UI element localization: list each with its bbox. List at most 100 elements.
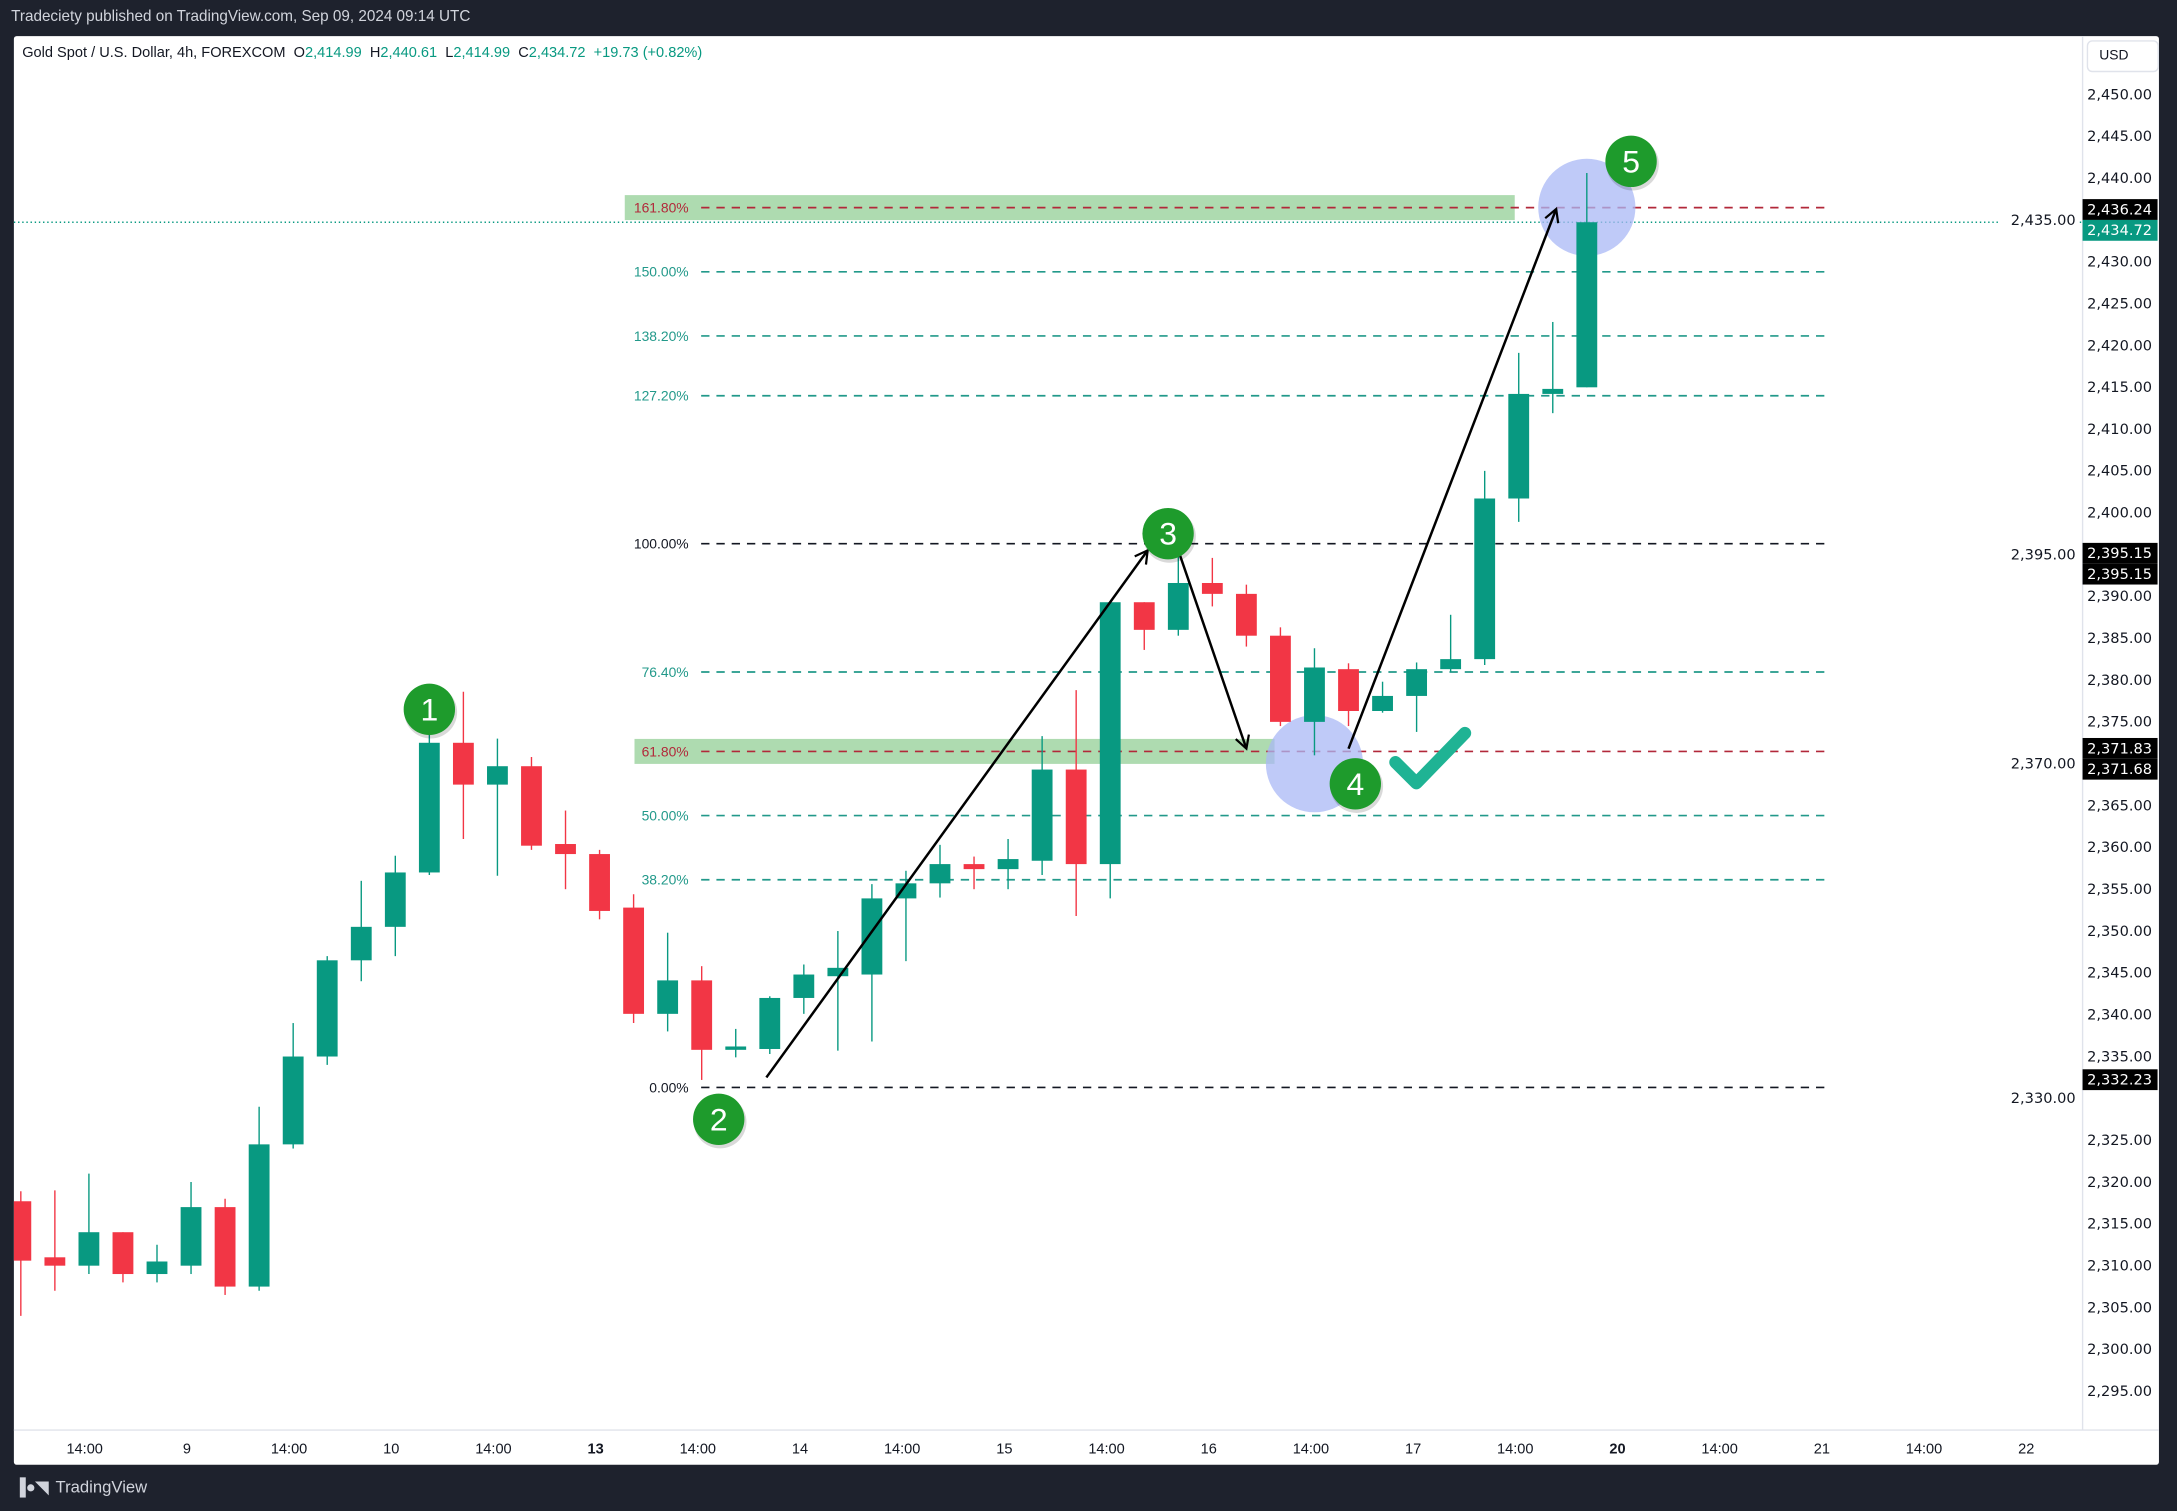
price-tick-label: 2,330.00: [2011, 1090, 2076, 1107]
price-tick-label: 2,430.00: [2087, 254, 2152, 271]
price-tick-label: 2,445.00: [2087, 128, 2152, 145]
candle-body: [963, 864, 985, 870]
fib-level-label: 127.20%: [634, 388, 689, 404]
candle-body: [895, 883, 917, 899]
candle-body: [248, 1144, 270, 1287]
fib-level-label: 0.00%: [649, 1079, 688, 1095]
candle-body: [827, 967, 849, 977]
symbol-legend: Gold Spot / U.S. Dollar, 4h, FOREXCOM O 2…: [22, 44, 702, 61]
candle-body: [589, 854, 610, 911]
price-tick-label: 2,305.00: [2087, 1299, 2152, 1316]
candle-body: [521, 766, 542, 846]
time-tick-label: 15: [996, 1442, 1012, 1458]
candle-body: [555, 844, 576, 855]
price-axis-marker: [2082, 563, 2158, 585]
candle-body: [657, 980, 679, 1014]
candle-body: [1406, 669, 1428, 696]
high-label: H: [369, 44, 381, 62]
time-tick-label: 14:00: [475, 1442, 511, 1458]
time-tick-label: 14:00: [1906, 1442, 1942, 1458]
tradingview-logo-icon: ▐●◥: [13, 1477, 49, 1497]
step-badge: [403, 683, 456, 736]
trend-arrow: [765, 548, 1150, 1079]
candle-body: [316, 960, 338, 1057]
price-tick-label-bg: [1999, 209, 2079, 231]
candle-body: [1304, 667, 1325, 722]
price-axis-marker: [2082, 737, 2158, 759]
price-tick-label: 2,315.00: [2087, 1216, 2152, 1233]
checkmark-icon: [1389, 726, 1472, 790]
price-tick-label: 2,320.00: [2087, 1174, 2152, 1191]
time-tick-label: 14: [792, 1442, 808, 1458]
price-tick-label: 2,365.00: [2087, 797, 2152, 814]
candle-body: [793, 974, 815, 998]
price-tick-label-bg: [1999, 753, 2079, 775]
price-tick-label: 2,300.00: [2087, 1341, 2152, 1358]
footer-brand[interactable]: TradingView: [55, 1477, 148, 1497]
price-tick-label: 2,405.00: [2087, 463, 2152, 480]
price-axis-marker: [2082, 758, 2158, 780]
time-tick-label: 14:00: [66, 1442, 102, 1458]
candle-body: [861, 898, 883, 975]
price-axis-marker: [2082, 1069, 2158, 1091]
low-label: L: [445, 44, 454, 62]
currency-button[interactable]: USD: [2086, 40, 2159, 73]
price-axis-marker-label: 2,371.68: [2087, 761, 2152, 778]
chart-panel: [13, 36, 2159, 1465]
trend-arrow: [1177, 549, 1250, 751]
symbol-title: Gold Spot / U.S. Dollar, 4h, FOREXCOM: [22, 44, 286, 62]
price-axis-marker: [2082, 219, 2158, 241]
price-axis-marker-label: 2,371.83: [2087, 740, 2152, 757]
fib-level-label: 150.00%: [634, 264, 689, 280]
step-badge-label: 2: [710, 1101, 728, 1137]
close-value: 2,434.72: [528, 44, 586, 62]
time-tick-label: 14:00: [1701, 1442, 1737, 1458]
price-tick-label: 2,395.00: [2011, 546, 2076, 563]
time-tick-label: 14:00: [680, 1442, 716, 1458]
step-badge: [1142, 507, 1194, 560]
candle-body: [1099, 602, 1121, 865]
time-tick-label: 14:00: [1293, 1442, 1329, 1458]
price-tick-label: 2,310.00: [2087, 1258, 2152, 1275]
open-label: O: [293, 44, 305, 62]
step-badge-label: 1: [420, 691, 438, 727]
candle-body: [997, 859, 1019, 870]
price-tick-label: 2,370.00: [2011, 756, 2076, 773]
candle-body: [1133, 602, 1155, 630]
fib-level-label: 161.80%: [634, 199, 689, 215]
candle-body: [623, 907, 645, 1014]
fib-level-label: 76.40%: [642, 664, 689, 680]
price-tick-label: 2,335.00: [2087, 1048, 2152, 1065]
high-value: 2,440.61: [380, 44, 438, 62]
fib-level-label: 138.20%: [634, 328, 689, 344]
candle-body: [725, 1046, 747, 1050]
time-tick-label: 21: [1814, 1442, 1830, 1458]
candle-body: [487, 766, 508, 785]
footer: ▐●◥ TradingView: [14, 1477, 147, 1496]
change-value: +19.73 (+0.82%): [593, 44, 703, 62]
candle-body: [929, 864, 951, 884]
time-tick-label: 20: [1609, 1442, 1625, 1458]
price-tick-label: 2,340.00: [2087, 1007, 2152, 1024]
step-badge-label: 4: [1346, 766, 1364, 802]
step-badge-label: 3: [1159, 516, 1177, 552]
price-tick-label: 2,345.00: [2087, 965, 2152, 982]
step-badge: [1605, 135, 1657, 188]
price-tick-label: 2,385.00: [2087, 630, 2152, 647]
price-tick-label: 2,410.00: [2087, 421, 2152, 438]
candle-body: [350, 926, 372, 961]
price-tick-label: 2,420.00: [2087, 337, 2152, 354]
candle-body: [691, 980, 713, 1050]
price-tick-label: 2,350.00: [2087, 923, 2152, 940]
candle-body: [1201, 582, 1223, 594]
price-tick-label-bg: [1999, 544, 2079, 565]
candle-body: [1167, 582, 1189, 630]
step-badge-label: 5: [1622, 143, 1640, 179]
step-badge: [693, 1093, 745, 1145]
time-tick-label: 14:00: [884, 1442, 920, 1458]
fib-level-label: 38.20%: [642, 872, 689, 888]
candle-body: [1440, 659, 1462, 670]
price-tick-label: 2,440.00: [2087, 170, 2152, 187]
